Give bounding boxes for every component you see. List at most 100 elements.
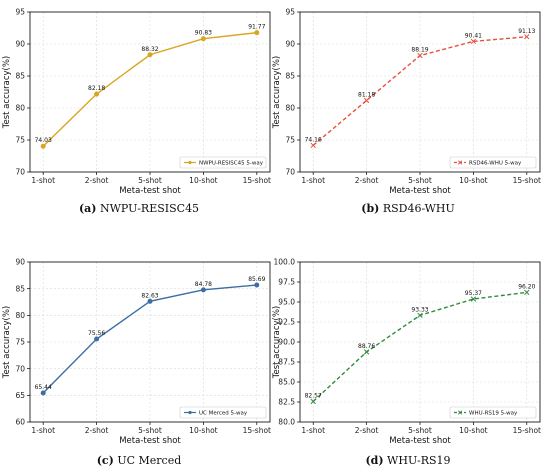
- caption-d-tag: (d): [365, 454, 384, 467]
- data-point: [254, 282, 260, 288]
- data-point: [524, 34, 530, 40]
- legend-marker: [188, 160, 192, 165]
- data-point: [417, 312, 423, 319]
- data-label: 84.78: [195, 281, 212, 288]
- data-label: 85.69: [248, 276, 265, 283]
- axes-frame: [29, 261, 271, 423]
- y-tick-label: 70: [285, 168, 295, 177]
- y-tick-label: 95.0: [278, 298, 295, 307]
- legend-label: WHU-RS19 5-way: [469, 411, 518, 417]
- caption-c: (c) UC Merced: [19, 454, 259, 467]
- x-tick-label: 5-shot: [408, 426, 432, 435]
- axes-frame: [29, 11, 271, 173]
- y-tick-label: 85: [15, 72, 25, 81]
- caption-c-text: UC Merced: [117, 454, 182, 467]
- caption-a-text: NWPU-RESISC45: [99, 202, 200, 215]
- y-axis-label: Test accuracy(%): [2, 306, 12, 380]
- x-tick-label: 1-shot: [301, 426, 325, 435]
- legend-label: NWPU-RESISC45 5-way: [199, 161, 264, 167]
- data-label: 82.57: [305, 392, 322, 399]
- y-tick-label: 60: [15, 418, 25, 427]
- x-tick-label: 5-shot: [138, 176, 162, 185]
- data-point-stroke: [524, 289, 530, 296]
- y-tick-label: 75: [285, 136, 295, 145]
- data-point-stroke: [417, 52, 423, 59]
- x-tick-label: 10-shot: [459, 426, 487, 435]
- x-tick-label: 5-shot: [408, 176, 432, 185]
- x-axis-label: Meta-test shot: [119, 186, 181, 196]
- x-tick-label: 15-shot: [513, 176, 541, 185]
- data-label: 88.32: [141, 46, 158, 53]
- data-point: [363, 97, 370, 104]
- chart-panel-3: 60 65 70 75 80 85 90 1-shot 2-shot 5-shot 10-shot 1…: [2, 258, 271, 446]
- legend-box: [449, 406, 537, 419]
- legend-box: [179, 156, 267, 169]
- y-tick-label: 70: [15, 364, 25, 373]
- legend-marker: [457, 410, 463, 415]
- y-tick-label: 70: [15, 168, 25, 177]
- data-point: [147, 52, 153, 58]
- legend-marker: [188, 410, 192, 415]
- data-label: 91.77: [248, 24, 265, 31]
- caption-c-tag: (c): [96, 454, 114, 467]
- x-tick-label: 15-shot: [513, 426, 541, 435]
- y-tick-label: 80: [15, 311, 25, 320]
- data-point: [310, 142, 316, 149]
- x-axis-label: Meta-test shot: [389, 186, 451, 196]
- data-point-stroke: [363, 349, 370, 355]
- data-point: [363, 349, 370, 355]
- y-tick-label: 95: [285, 8, 295, 17]
- y-tick-label: 90: [15, 40, 25, 49]
- legend-label: UC Merced 5-way: [199, 411, 248, 417]
- x-tick-label: 1-shot: [301, 176, 325, 185]
- y-tick-label: 92.5: [278, 318, 295, 327]
- y-tick-label: 82.5: [278, 398, 295, 407]
- y-tick-label: 65: [15, 391, 25, 400]
- caption-a-tag: (a): [78, 202, 97, 215]
- data-label: 74.16: [305, 136, 322, 143]
- y-tick-label: 97.5: [278, 278, 295, 287]
- x-axis-label: Meta-test shot: [119, 436, 181, 446]
- data-label: 88.76: [358, 343, 375, 350]
- y-tick-label: 95: [15, 8, 25, 17]
- legend-box: [449, 156, 537, 169]
- y-tick-label: 90: [15, 258, 25, 267]
- data-label: 88.19: [411, 47, 428, 54]
- data-point: [40, 143, 46, 149]
- data-label: 81.18: [358, 91, 375, 98]
- y-tick-label: 80.0: [278, 418, 295, 427]
- data-label: 82.63: [141, 292, 158, 299]
- caption-a: (a) NWPU-RESISC45: [19, 202, 259, 215]
- caption-b: (b) RSD46-WHU: [288, 202, 528, 215]
- chart-panel-2: 70 75 80 85 90 95 1-shot 2-shot 5-shot 10-shot 15-…: [272, 8, 541, 196]
- data-point: [94, 91, 100, 97]
- y-tick-label: 87.5: [278, 358, 295, 367]
- y-tick-label: 85.0: [278, 378, 295, 387]
- data-label: 82.18: [88, 85, 105, 92]
- data-point: [310, 398, 316, 405]
- data-label: 90.83: [195, 30, 212, 37]
- y-tick-label: 90: [285, 40, 295, 49]
- axes-frame: [299, 261, 541, 423]
- y-axis-label: Test accuracy(%): [2, 56, 12, 130]
- data-point: [470, 38, 477, 45]
- data-point-stroke: [310, 142, 316, 149]
- data-point: [200, 36, 206, 42]
- y-tick-label: 75: [15, 136, 25, 145]
- data-label: 93.33: [411, 306, 428, 313]
- x-tick-label: 1-shot: [31, 426, 55, 435]
- y-tick-label: 80: [285, 104, 295, 113]
- caption-d-text: WHU-RS19: [387, 454, 451, 467]
- x-tick-label: 10-shot: [459, 176, 487, 185]
- data-point: [470, 296, 477, 302]
- y-axis-label: Test accuracy(%): [272, 306, 282, 380]
- data-label: 65.44: [35, 384, 52, 391]
- y-tick-label: 85: [285, 72, 295, 81]
- caption-b-tag: (b): [361, 202, 380, 215]
- x-axis-label: Meta-test shot: [389, 436, 451, 446]
- x-tick-label: 2-shot: [85, 426, 109, 435]
- data-point: [200, 287, 206, 293]
- y-tick-label: 75: [15, 338, 25, 347]
- data-point-stroke: [524, 34, 530, 40]
